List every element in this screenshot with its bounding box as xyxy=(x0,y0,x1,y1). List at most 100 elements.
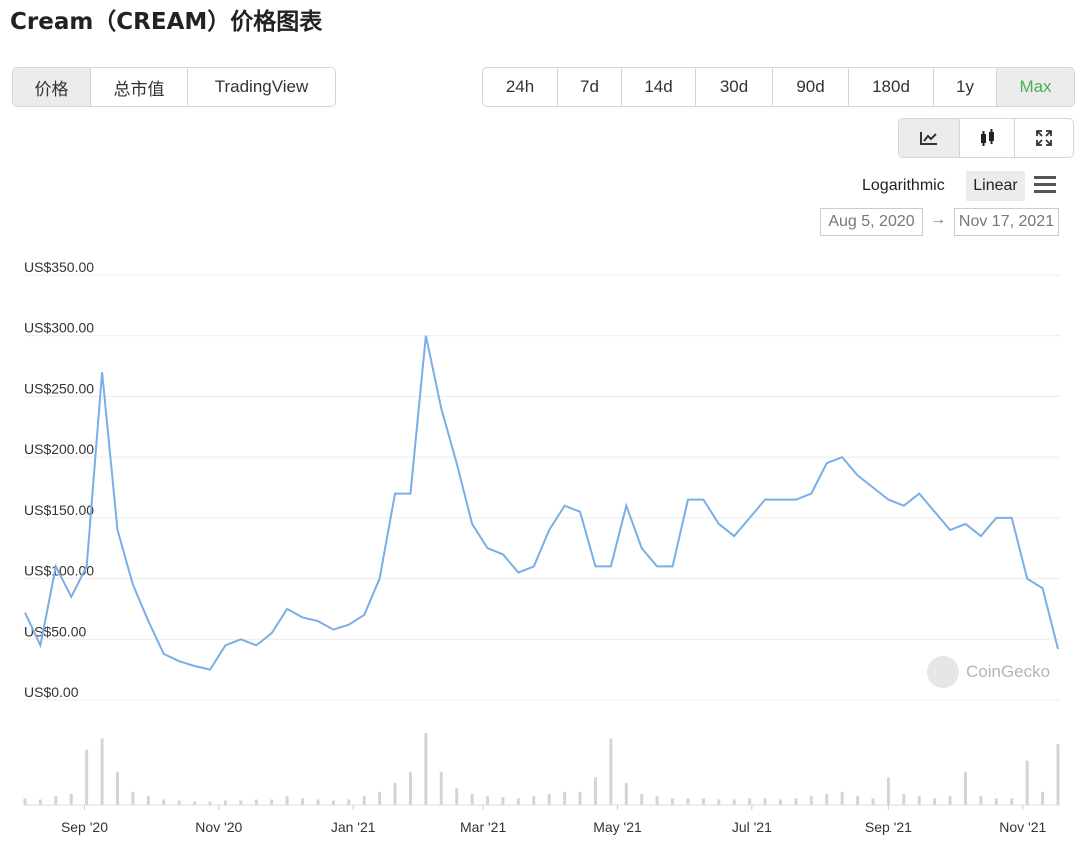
tab-button[interactable]: TradingView xyxy=(214,77,309,96)
log-option[interactable]: Logarithmic xyxy=(862,177,945,194)
volume-bar xyxy=(933,798,937,805)
volume-bar xyxy=(347,799,351,805)
volume-bar xyxy=(362,796,366,805)
range-button[interactable]: 30d xyxy=(696,68,773,106)
date-to[interactable]: Nov 17, 2021 xyxy=(954,208,1059,236)
x-tick-label: Nov '21 xyxy=(999,819,1046,835)
volume-bar xyxy=(455,788,459,805)
x-tick-label: Sep '21 xyxy=(865,819,912,835)
y-tick-label: US$300.00 xyxy=(24,320,94,336)
volume-bar xyxy=(331,800,335,805)
date-from[interactable]: Aug 5, 2020 xyxy=(820,208,923,236)
volume-bar xyxy=(378,791,382,805)
volume-bar xyxy=(624,782,628,805)
volume-bar xyxy=(116,771,120,805)
chart-type-group xyxy=(898,118,1074,158)
y-tick-label: US$100.00 xyxy=(24,563,94,579)
volume-bar xyxy=(902,793,906,805)
volume-bar xyxy=(809,796,813,805)
volume-bar xyxy=(69,793,73,805)
volume-bar xyxy=(1010,798,1014,805)
price-line xyxy=(24,335,1059,671)
candle-chart-button[interactable] xyxy=(960,119,1015,157)
volume-bar xyxy=(763,798,767,805)
volume-bar xyxy=(794,798,798,805)
x-tick-label: Jul '21 xyxy=(732,819,772,835)
range-button[interactable]: 24h xyxy=(483,68,558,106)
volume-bar xyxy=(547,793,551,805)
volume-bar xyxy=(917,796,921,805)
y-tick-label: US$150.00 xyxy=(24,502,94,518)
range-button[interactable]: 7d xyxy=(558,68,622,106)
volume-bar xyxy=(439,771,443,805)
volume-bar xyxy=(254,799,258,805)
volume-bar xyxy=(1025,760,1029,805)
volume-bar xyxy=(1056,744,1060,805)
volume-bar xyxy=(23,798,27,805)
volume-bar xyxy=(563,791,567,805)
volume-bar xyxy=(316,799,320,805)
tab-group: 价格 总市值 TradingView xyxy=(12,67,336,107)
volume-bar xyxy=(856,796,860,805)
x-tick-label: Jan '21 xyxy=(331,819,376,835)
volume-bar xyxy=(193,801,197,805)
volume-bar xyxy=(470,793,474,805)
x-tick-label: Mar '21 xyxy=(460,819,506,835)
menu-icon[interactable] xyxy=(1034,175,1056,193)
volume-bar xyxy=(239,800,243,805)
volume-bar xyxy=(38,799,42,805)
volume-bar xyxy=(146,796,150,805)
range-button[interactable]: 1y xyxy=(934,68,997,106)
volume-bar xyxy=(748,798,752,805)
volume-bar xyxy=(424,733,428,805)
range-group: 24h 7d 14d 30d 90d 180d 1y Max xyxy=(482,67,1075,107)
volume-bar xyxy=(285,796,289,805)
range-button[interactable]: Max xyxy=(997,68,1074,106)
volume-bar xyxy=(640,793,644,805)
x-tick-label: Sep '20 xyxy=(61,819,108,835)
x-tick-label: May '21 xyxy=(593,819,642,835)
volume-bar xyxy=(979,796,983,805)
volume-bar xyxy=(825,793,829,805)
watermark-logo xyxy=(927,656,959,688)
volume-bar xyxy=(778,799,782,805)
volume-bar xyxy=(886,777,890,805)
y-tick-label: US$0.00 xyxy=(24,684,79,700)
y-tick-label: US$350.00 xyxy=(24,259,94,275)
x-tick-label: Nov '20 xyxy=(195,819,242,835)
y-tick-label: US$250.00 xyxy=(24,380,94,396)
volume-bar xyxy=(671,798,675,805)
volume-bar xyxy=(408,771,412,805)
range-button[interactable]: 90d xyxy=(773,68,849,106)
volume-bar xyxy=(963,771,967,805)
volume-bar xyxy=(223,800,227,805)
y-tick-label: US$50.00 xyxy=(24,623,86,639)
volume-bar xyxy=(54,796,58,805)
volume-bar xyxy=(686,798,690,805)
volume-bar xyxy=(162,799,166,805)
volume-bar xyxy=(609,738,613,805)
linear-option[interactable]: Linear xyxy=(966,171,1025,201)
volume-bar xyxy=(131,791,135,805)
volume-bar xyxy=(840,791,844,805)
page-title: Cream（CREAM）价格图表 xyxy=(10,9,323,35)
volume-bar xyxy=(994,798,998,805)
volume-bar xyxy=(655,796,659,805)
volume-bar xyxy=(177,800,181,805)
volume-bar xyxy=(516,798,520,805)
volume-bar xyxy=(578,791,582,805)
fullscreen-button[interactable] xyxy=(1015,119,1073,157)
tab-button[interactable]: 价格 xyxy=(13,68,91,106)
volume-bar xyxy=(732,799,736,805)
tab-button[interactable]: 总市值 xyxy=(91,68,188,106)
range-button[interactable]: 180d xyxy=(849,68,934,106)
volume-bar xyxy=(301,798,305,805)
line-chart-button[interactable] xyxy=(899,119,960,157)
range-button[interactable]: 14d xyxy=(622,68,696,106)
date-arrow: → xyxy=(930,211,946,228)
volume-bar xyxy=(100,738,104,805)
expand-icon xyxy=(1036,130,1052,146)
y-tick-label: US$200.00 xyxy=(24,441,94,457)
